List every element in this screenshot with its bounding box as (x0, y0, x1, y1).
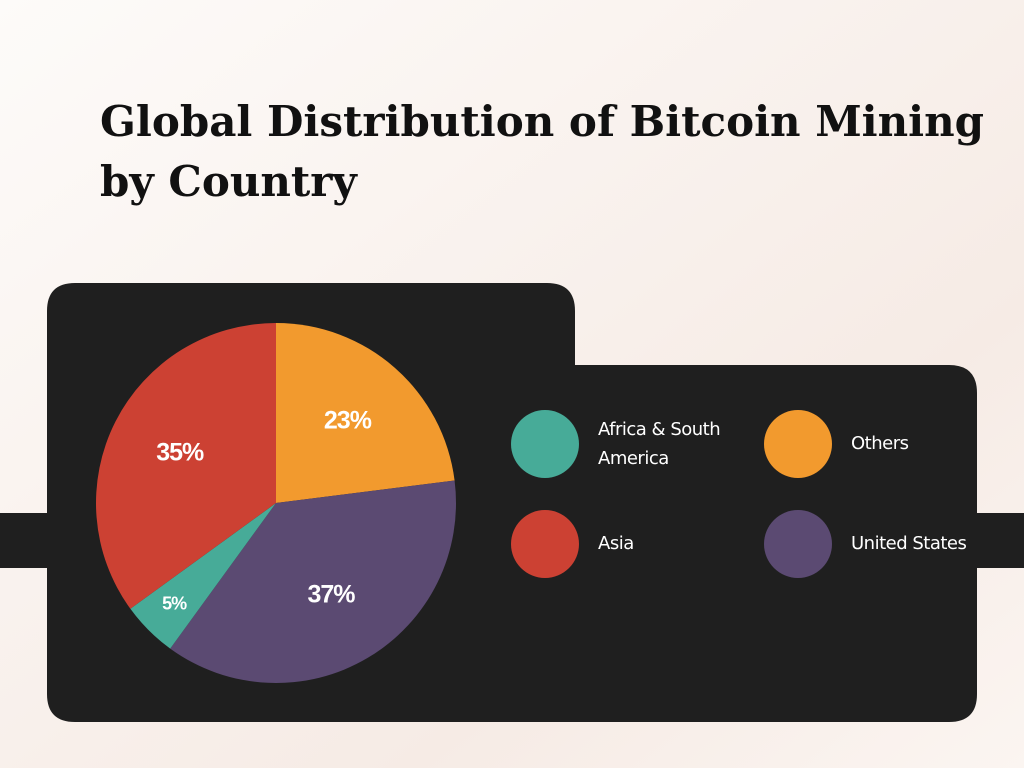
legend-label: Asia (598, 533, 634, 554)
legend-line: Others (851, 433, 909, 454)
pie-slice (170, 480, 456, 684)
legend-swatch (764, 510, 832, 578)
pie: 23% 37% 5% 35% (96, 323, 456, 684)
slice-label: 35% (156, 439, 204, 467)
legend-line: America (598, 448, 669, 469)
legend-line: United States (851, 533, 967, 554)
slice-label: 37% (307, 581, 355, 609)
pie-slice (96, 323, 277, 609)
legend-label: Others (851, 433, 909, 454)
legend-swatch (511, 410, 579, 478)
chart-title: Global Distribution of Bitcoin Mining by… (100, 97, 999, 206)
title-line: Global Distribution of Bitcoin Mining (100, 97, 984, 146)
slice-label: 23% (324, 407, 372, 435)
pie-slice (130, 503, 276, 649)
legend-label: United States (851, 533, 967, 554)
legend-swatch (764, 410, 832, 478)
title-line: by Country (100, 157, 358, 206)
legend-line: Asia (598, 533, 634, 554)
legend: Others United States Africa & South America… (511, 410, 967, 578)
legend-line: Africa & South (598, 419, 720, 440)
pie-slice (276, 323, 455, 503)
slice-label: 5% (162, 594, 187, 614)
legend-label: Africa & South America (598, 419, 720, 469)
legend-swatch (511, 510, 579, 578)
